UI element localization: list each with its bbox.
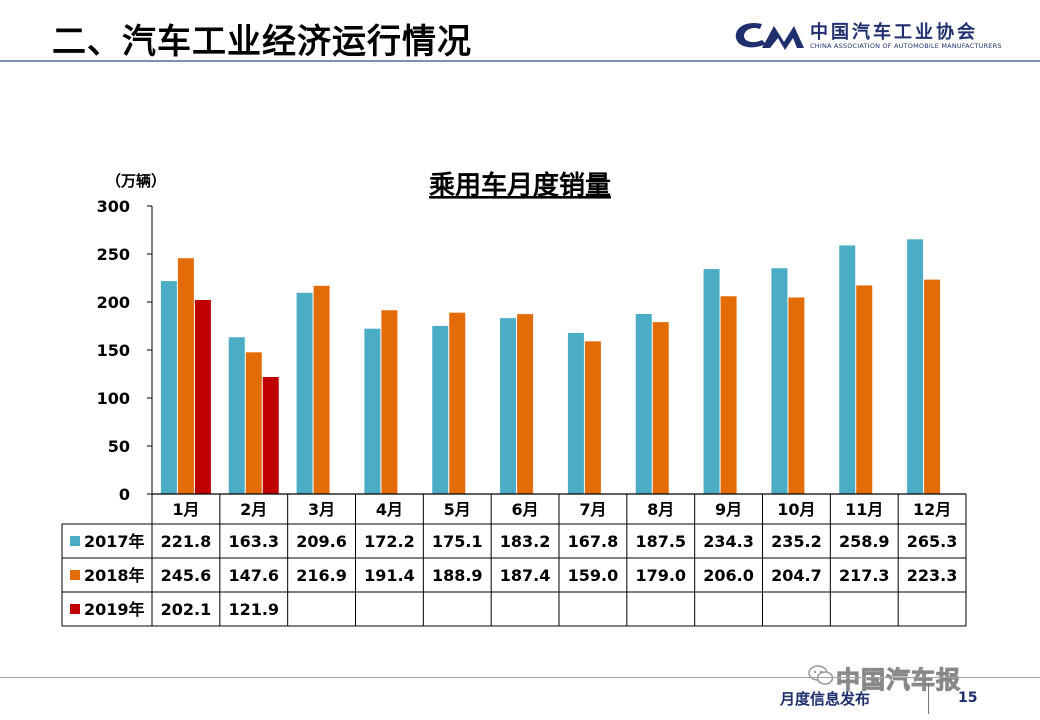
table-cell: 258.9 <box>839 532 890 551</box>
y-tick-label: 100 <box>97 389 130 408</box>
bar-2017年-3月 <box>296 292 313 494</box>
bar-2019年-2月 <box>262 376 279 494</box>
logo-chinese-text: 中国汽车工业协会 <box>810 22 978 43</box>
legend-label: 2019年 <box>84 600 145 619</box>
watermark-text: 中国汽车报 <box>836 666 961 695</box>
table-cell: 217.3 <box>839 566 890 585</box>
wechat-icon <box>808 665 834 685</box>
table-cell: 175.1 <box>432 532 483 551</box>
x-tick-label: 6月 <box>512 500 539 519</box>
table-cell: 216.9 <box>296 566 347 585</box>
x-tick-label: 9月 <box>715 500 742 519</box>
x-tick-label: 8月 <box>647 500 674 519</box>
table-cell: 223.3 <box>907 566 958 585</box>
table-cell: 234.3 <box>703 532 754 551</box>
table-cell: 221.8 <box>161 532 212 551</box>
bar-2017年-2月 <box>228 337 245 494</box>
bar-2018年-12月 <box>924 279 941 494</box>
data-table: 1月 2月 3月 4月 5月 6月 7月 8月 9月 10月 11月 12月 2017年 221.8 163… <box>61 493 967 627</box>
table-cell: 188.9 <box>432 566 483 585</box>
bar-2017年-4月 <box>364 328 381 494</box>
x-tick-label: 10月 <box>777 500 815 519</box>
caam-logo-icon <box>735 22 804 50</box>
y-tick-label: 300 <box>97 197 130 216</box>
bar-2018年-1月 <box>177 258 194 494</box>
table-cell: 179.0 <box>635 566 686 585</box>
y-tick-label: 0 <box>119 485 130 504</box>
table-cell: 191.4 <box>364 566 415 585</box>
table-cell: 204.7 <box>771 566 822 585</box>
bar-2017年-8月 <box>635 314 652 494</box>
bar-2017年-12月 <box>907 239 924 494</box>
x-tick-label: 3月 <box>308 500 335 519</box>
bar-2017年-5月 <box>432 325 449 494</box>
bar-group <box>160 239 941 494</box>
table-cell: 265.3 <box>907 532 958 551</box>
bar-2018年-10月 <box>788 297 805 494</box>
bar-2018年-5月 <box>449 312 466 494</box>
bar-2018年-2月 <box>245 352 262 494</box>
footer-label: 月度信息发布 <box>780 690 871 708</box>
legend-swatch-2018年 <box>70 570 80 580</box>
legend-label: 2017年 <box>84 532 145 551</box>
x-tick-label: 7月 <box>579 500 606 519</box>
y-tick-label: 250 <box>97 245 130 264</box>
slide-title: 二、汽车工业经济运行情况 <box>52 22 472 62</box>
legend-label: 2018年 <box>84 566 145 585</box>
x-tick-label: 11月 <box>845 500 883 519</box>
footer-divider <box>0 677 1040 678</box>
table-cell: 235.2 <box>771 532 822 551</box>
caam-logo: 中国汽车工业协会 CHINA ASSOCIATION OF AUTOMOBILE… <box>732 18 1002 56</box>
x-tick-label: 4月 <box>376 500 403 519</box>
bar-2018年-3月 <box>313 285 330 494</box>
bar-2017年-9月 <box>703 269 720 494</box>
footer-separator <box>928 684 929 714</box>
bar-2017年-11月 <box>839 245 856 494</box>
y-axis-unit-label: （万辆） <box>106 172 166 190</box>
table-cell: 159.0 <box>568 566 619 585</box>
table-cell: 172.2 <box>364 532 415 551</box>
x-tick-label: 12月 <box>913 500 951 519</box>
table-cell: 187.5 <box>635 532 686 551</box>
bar-2018年-4月 <box>381 310 398 494</box>
bar-2018年-7月 <box>584 341 601 494</box>
bar-2019年-1月 <box>194 299 211 494</box>
sales-chart: 乘用车月度销量 （万辆） 0 50 100 150 200 250 300 1月 2月 3月 4月… <box>61 170 967 627</box>
legend-swatch-2019年 <box>70 604 80 614</box>
x-tick-label: 1月 <box>172 500 199 519</box>
bar-2017年-1月 <box>160 281 177 494</box>
table-cell: 121.9 <box>228 600 279 619</box>
x-tick-label: 5月 <box>444 500 471 519</box>
legend-swatch-2017年 <box>70 536 80 546</box>
y-tick-label: 150 <box>97 341 130 360</box>
table-cell: 167.8 <box>568 532 619 551</box>
bar-2018年-9月 <box>720 296 737 494</box>
bar-2017年-7月 <box>567 332 584 494</box>
table-cell: 206.0 <box>703 566 754 585</box>
title-divider <box>0 60 1040 62</box>
table-cell: 163.3 <box>228 532 279 551</box>
logo-english-text: CHINA ASSOCIATION OF AUTOMOBILE MANUFACT… <box>810 42 1002 50</box>
chart-title: 乘用车月度销量 <box>428 170 611 201</box>
table-cell: 183.2 <box>500 532 551 551</box>
y-tick-label: 50 <box>108 437 130 456</box>
x-tick-label: 2月 <box>240 500 267 519</box>
table-cell: 209.6 <box>296 532 347 551</box>
bar-2018年-6月 <box>517 314 534 494</box>
bar-2018年-8月 <box>652 322 669 494</box>
table-cell: 202.1 <box>161 600 212 619</box>
bar-2017年-10月 <box>771 268 788 494</box>
table-cell: 245.6 <box>161 566 212 585</box>
y-axis: 0 50 100 150 200 250 300 <box>97 197 153 504</box>
bar-2018年-11月 <box>856 285 873 494</box>
page-number: 15 <box>958 690 978 706</box>
bar-2017年-6月 <box>500 318 517 494</box>
y-tick-label: 200 <box>97 293 130 312</box>
table-cell: 147.6 <box>228 566 279 585</box>
table-cell: 187.4 <box>500 566 551 585</box>
